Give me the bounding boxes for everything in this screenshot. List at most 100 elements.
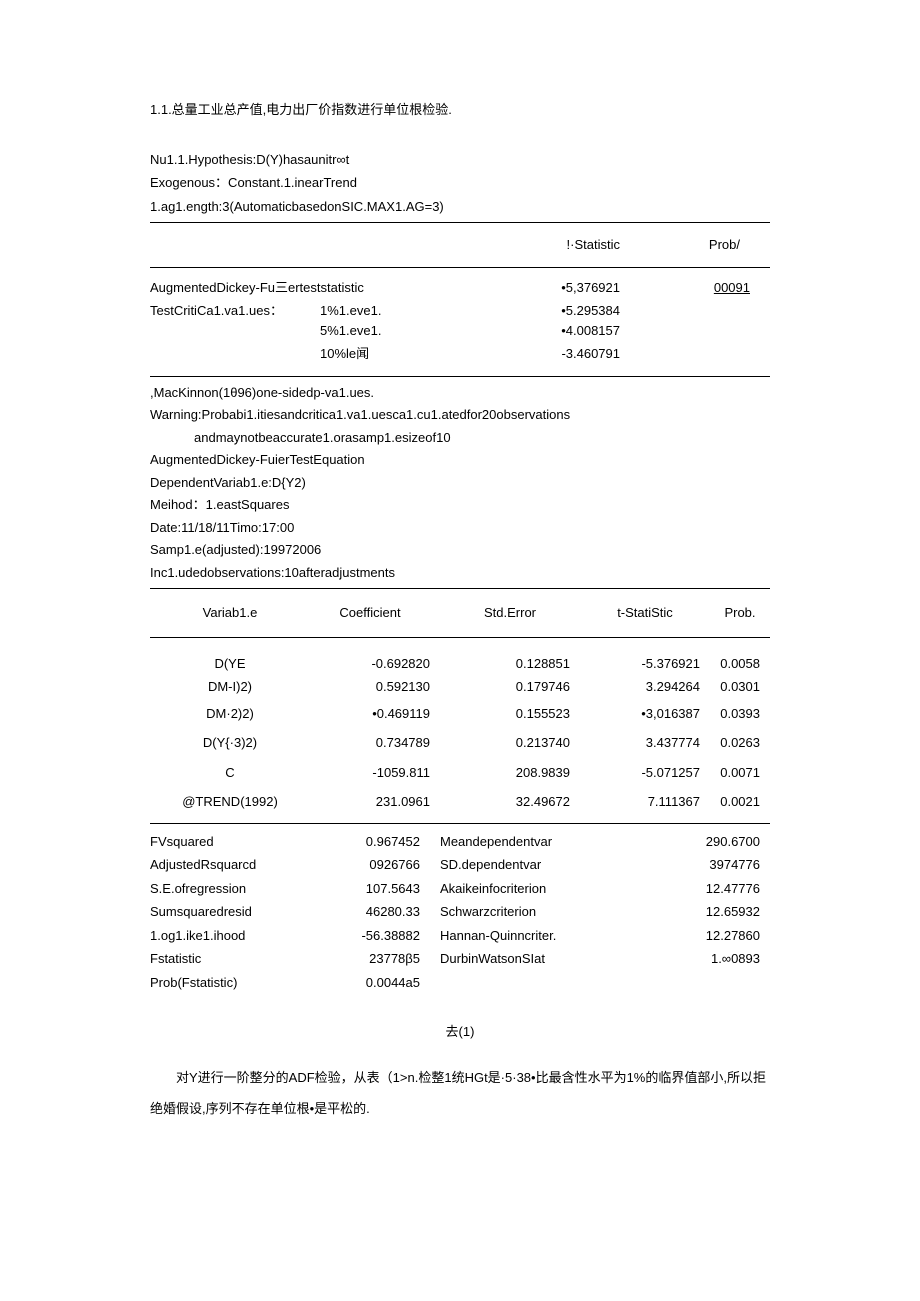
coef-row: @TREND(1992)231.096132.496727.1113670.00…: [150, 787, 770, 817]
summary-value-right: 12.65932: [610, 902, 770, 922]
coef-var: D(Y{·3)2): [150, 733, 310, 753]
note-obs: Inc1.udedobservations:10afteradjustments: [150, 563, 770, 583]
summary-row: AdjustedRsquarcd0926766SD.dependentvar39…: [150, 853, 770, 877]
summary-value-left: 23778β5: [310, 949, 440, 969]
summary-value-left: 0.967452: [310, 832, 440, 852]
summary-value-left: 107.5643: [310, 879, 440, 899]
coef-var: @TREND(1992): [150, 792, 310, 812]
summary-value-left: -56.38882: [310, 926, 440, 946]
coef-row: DM-I)2)0.5921300.1797463.2942640.0301: [150, 675, 770, 699]
coef-se: 32.49672: [450, 792, 590, 812]
coef-coef: -1059.811: [310, 763, 450, 783]
adf-stat-row: AugmentedDickey-Fu三erteststatistic •5,37…: [150, 274, 770, 302]
coef-p: 0.0058: [720, 654, 770, 674]
note-sample: Samp1.e(adjusted):19972006: [150, 540, 770, 560]
summary-row: Sumsquaredresid46280.33Schwarzcriterion1…: [150, 900, 770, 924]
coef-se: 0.179746: [450, 677, 590, 697]
coef-coef: 0.734789: [310, 733, 450, 753]
summary-label-right: Meandependentvar: [440, 832, 610, 852]
coef-t: 7.111367: [590, 792, 720, 812]
coef-coef: •0.469119: [310, 704, 450, 724]
coef-se: 0.155523: [450, 704, 590, 724]
crit-row-3: 10%le闻 -3.460791: [150, 340, 770, 370]
crit-t-3: -3.460791: [480, 344, 670, 364]
note-date: Date:11/18/11Timo:17:00: [150, 518, 770, 538]
coef-row: D(YE-0.6928200.128851-5.3769210.0058: [150, 652, 770, 676]
note-method: Meihod：1.eastSquares: [150, 495, 770, 515]
note-equation: AugmentedDickey-FuierTestEquation: [150, 450, 770, 470]
crit-level-2: 5%1.eve1.: [320, 321, 480, 341]
note-warning-cont: andmaynotbeaccurate1.orasamp1.esizeof10: [150, 428, 770, 448]
coef-row: DM·2)2)•0.4691190.155523•3,0163870.0393: [150, 699, 770, 729]
note-warning: Warning:Probabi1.itiesandcritica1.va1.ue…: [150, 405, 770, 425]
coefficients-table: Variab1.e Coefficient Std.Error t-StatiS…: [150, 595, 770, 817]
coef-coef: -0.692820: [310, 654, 450, 674]
summary-row: S.E.ofregression107.5643Akaikeinfocriter…: [150, 877, 770, 901]
summary-value-right: 12.27860: [610, 926, 770, 946]
summary-label-left: Fstatistic: [150, 949, 310, 969]
body-paragraph: 对Y进行一阶整分的ADF检验，从表（1>n.检整1统HGt是·5·38•比最含性…: [150, 1062, 770, 1124]
divider: [150, 823, 770, 824]
crit-row-2: 5%1.eve1. •4.008157: [150, 321, 770, 341]
summary-label-right: Hannan-Quinncriter.: [440, 926, 610, 946]
note-depvar: DependentVariab1.e:D{Y2): [150, 473, 770, 493]
coef-h-se: Std.Error: [450, 603, 590, 623]
crit-label: TestCritiCa1.va1.ues：: [150, 301, 320, 321]
coef-p: 0.0021: [720, 792, 770, 812]
coef-var: DM-I)2): [150, 677, 310, 697]
note-mackinnon: ,MacKinnon(1θ96)one-sidedp-va1.ues.: [150, 383, 770, 403]
summary-label-left: Prob(Fstatistic): [150, 973, 310, 993]
divider: [150, 376, 770, 377]
divider: [150, 637, 770, 638]
coef-var: D(YE: [150, 654, 310, 674]
coef-h-t: t-StatiStic: [590, 603, 720, 623]
crit-level-3: 10%le闻: [320, 344, 480, 364]
summary-value-right: 3974776: [610, 855, 770, 875]
summary-row: 1.og1.ike1.ihood-56.38882Hannan-Quinncri…: [150, 924, 770, 948]
adf-prob: 00091: [670, 278, 750, 298]
coef-t: -5.376921: [590, 654, 720, 674]
summary-label-left: FVsquared: [150, 832, 310, 852]
divider: [150, 267, 770, 268]
exogenous-line: Exogenous：Constant.1.inearTrend: [150, 173, 770, 193]
adf-tstat: •5,376921: [480, 278, 670, 298]
summary-value-left: 46280.33: [310, 902, 440, 922]
crit-t-1: •5.295384: [480, 301, 670, 321]
laglength-line: 1.ag1.ength:3(AutomaticbasedonSIC.MAX1.A…: [150, 197, 770, 217]
coef-h-var: Variab1.e: [150, 603, 310, 623]
summary-value-left: 0.0044a5: [310, 973, 440, 993]
summary-label-left: S.E.ofregression: [150, 879, 310, 899]
coef-row: D(Y{·3)2)0.7347890.2137403.4377740.0263: [150, 728, 770, 758]
coef-t: 3.294264: [590, 677, 720, 697]
coef-se: 0.128851: [450, 654, 590, 674]
summary-label-right: Akaikeinfocriterion: [440, 879, 610, 899]
summary-label-left: AdjustedRsquarcd: [150, 855, 310, 875]
section-title: 1.1.总量工业总产值,电力出厂价指数进行单位根检验.: [150, 100, 770, 120]
coef-p: 0.0301: [720, 677, 770, 697]
coef-p: 0.0071: [720, 763, 770, 783]
hypothesis-line: Nu1.1.Hypothesis:D(Y)hasaunitr∞t: [150, 150, 770, 170]
adf-label: AugmentedDickey-Fu三erteststatistic: [150, 278, 480, 298]
coef-header-row: Variab1.e Coefficient Std.Error t-StatiS…: [150, 595, 770, 631]
coef-p: 0.0263: [720, 733, 770, 753]
crit-level-1: 1%1.eve1.: [320, 301, 480, 321]
summary-value-right: [610, 973, 770, 993]
coef-h-coef: Coefficient: [310, 603, 450, 623]
divider: [150, 588, 770, 589]
coef-var: DM·2)2): [150, 704, 310, 724]
coef-se: 208.9839: [450, 763, 590, 783]
summary-stats: FVsquared0.967452Meandependentvar290.670…: [150, 830, 770, 995]
coef-t: •3,016387: [590, 704, 720, 724]
coef-se: 0.213740: [450, 733, 590, 753]
summary-label-right: SD.dependentvar: [440, 855, 610, 875]
summary-row: Prob(Fstatistic)0.0044a5: [150, 971, 770, 995]
summary-row: Fstatistic23778β5DurbinWatsonSIat1.∞0893: [150, 947, 770, 971]
crit-row-1: TestCritiCa1.va1.ues： 1%1.eve1. •5.29538…: [150, 301, 770, 321]
summary-label-left: Sumsquaredresid: [150, 902, 310, 922]
figure-label: 去(1): [150, 1022, 770, 1042]
stat-header-row: !·Statistic Prob/: [150, 229, 770, 261]
coef-coef: 231.0961: [310, 792, 450, 812]
divider: [150, 222, 770, 223]
test-header: Nu1.1.Hypothesis:D(Y)hasaunitr∞t Exogeno…: [150, 150, 770, 217]
summary-value-right: 1.∞0893: [610, 949, 770, 969]
